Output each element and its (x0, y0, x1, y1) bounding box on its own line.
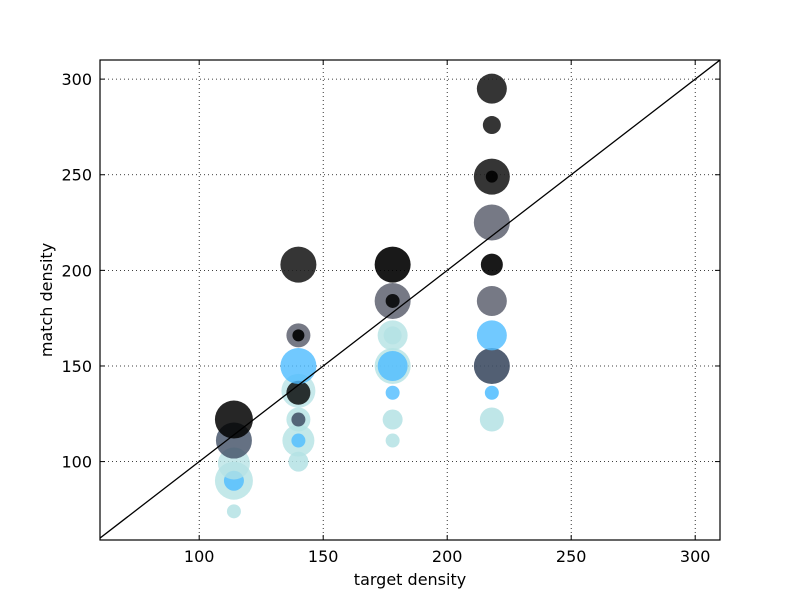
scatter-point (385, 293, 400, 308)
scatter-point (485, 170, 498, 183)
scatter-points (214, 73, 510, 519)
scatter-point (291, 433, 306, 448)
scatter-point (385, 385, 400, 400)
y-tick-label: 100 (61, 453, 92, 472)
grid-lines (100, 60, 720, 540)
scatter-point (476, 285, 507, 316)
scatter-point (292, 329, 305, 342)
scatter-point (374, 246, 411, 283)
scatter-point (476, 320, 507, 351)
reference-line (100, 60, 720, 539)
scatter-point (473, 204, 510, 241)
y-tick-label: 150 (61, 357, 92, 376)
scatter-point (382, 409, 403, 430)
scatter-point (385, 433, 400, 448)
scatter-point (480, 253, 503, 276)
scatter-point (286, 380, 311, 405)
x-tick-label: 150 (308, 547, 339, 566)
scatter-point (377, 350, 408, 381)
scatter-point (476, 73, 507, 104)
tick-labels: 100 150 200 250 300 100 150 200 250 300 (61, 70, 710, 566)
axis-ticks (100, 60, 720, 540)
scatter-point (214, 400, 253, 439)
plot-frame (99, 59, 721, 541)
x-tick-label: 100 (184, 547, 215, 566)
scatter-point (291, 412, 306, 427)
scatter-point (288, 451, 309, 472)
y-tick-label: 300 (61, 70, 92, 89)
x-axis-label: target density (354, 570, 466, 589)
scatter-point (482, 116, 501, 135)
scatter-point (473, 347, 510, 384)
scatter-point (479, 407, 504, 432)
y-tick-label: 250 (61, 166, 92, 185)
x-tick-label: 250 (556, 547, 587, 566)
x-tick-label: 200 (432, 547, 463, 566)
y-axis-label: match density (37, 243, 56, 357)
scatter-point (383, 326, 402, 345)
scatter-point (226, 504, 241, 519)
x-tick-label: 300 (680, 547, 711, 566)
scatter-point (484, 385, 499, 400)
scatter-point (280, 347, 317, 384)
y-tick-label: 200 (61, 261, 92, 280)
scatter-point (280, 246, 317, 283)
